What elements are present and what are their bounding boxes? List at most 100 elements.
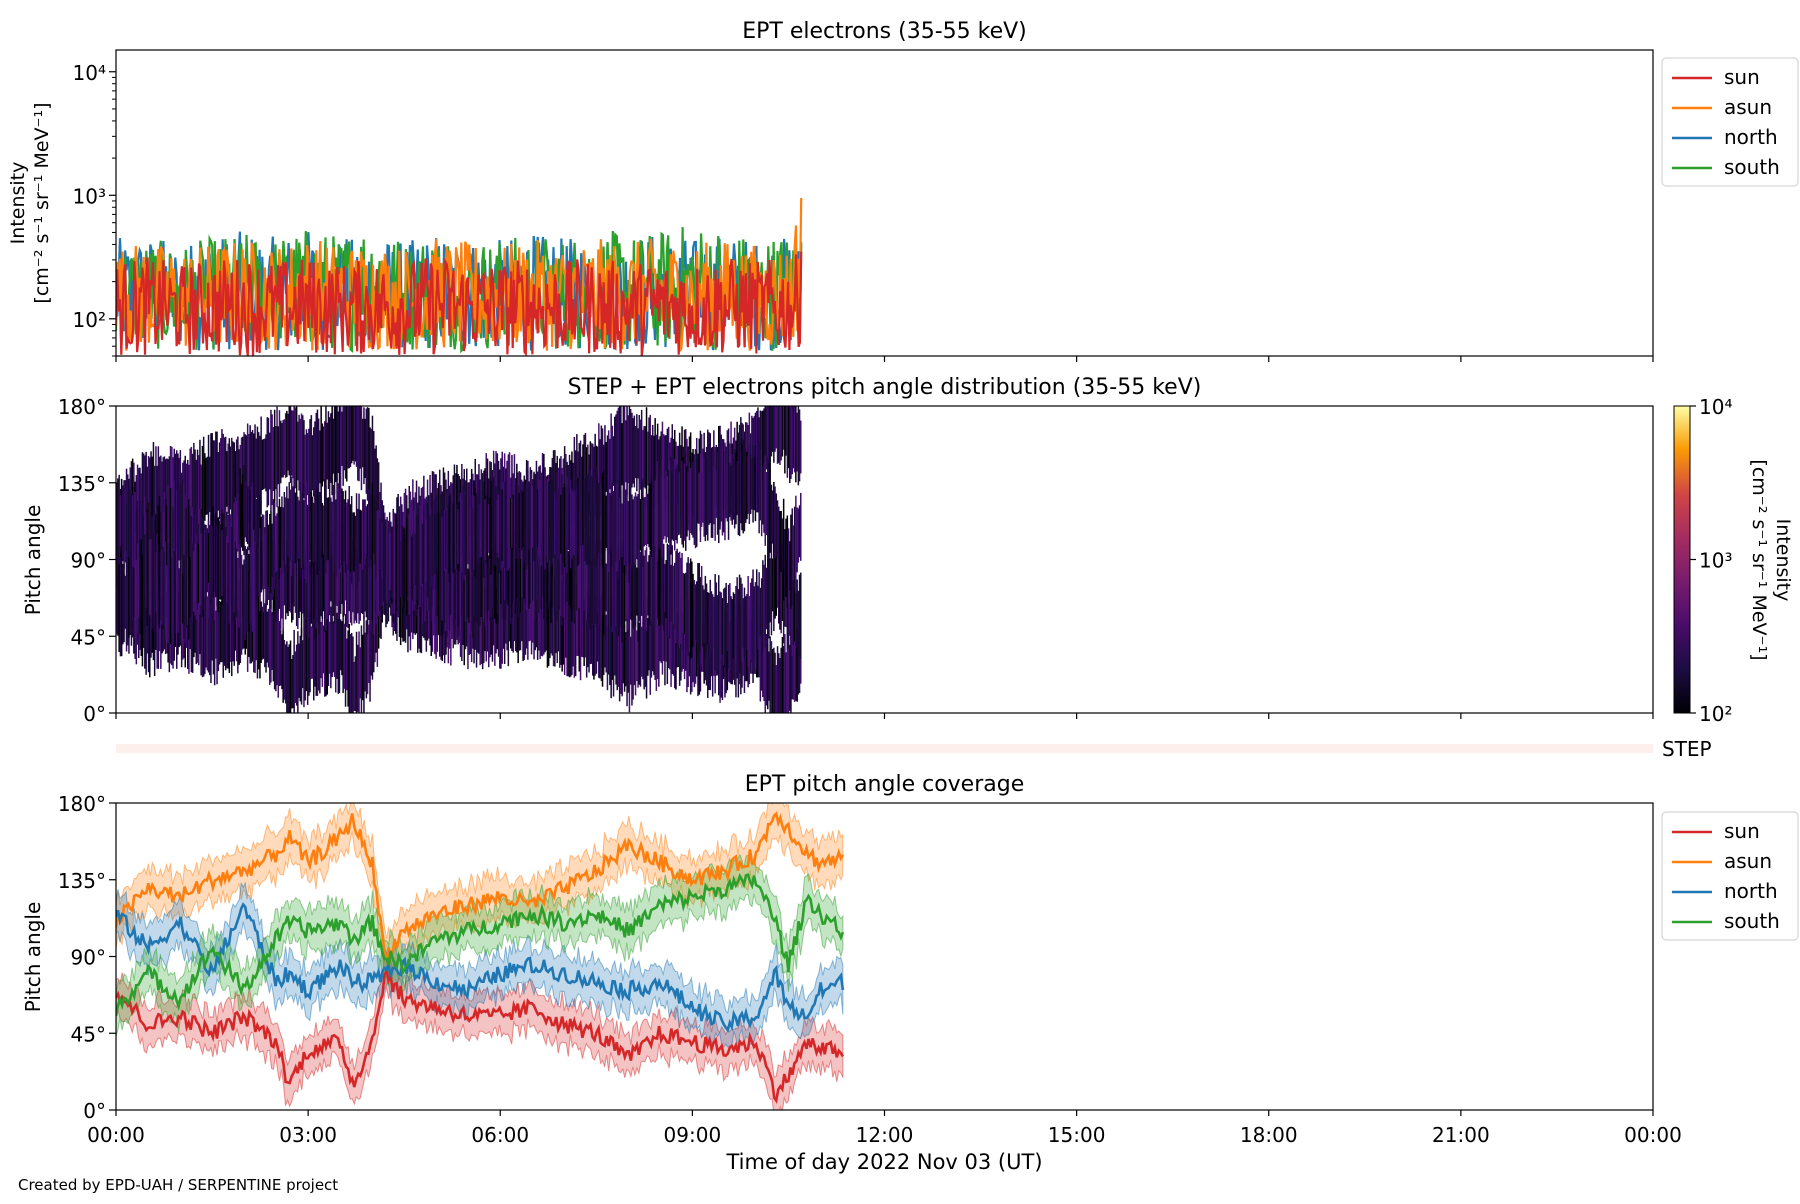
pad-cell: [288, 644, 290, 713]
pad-cell: [756, 569, 758, 670]
pad-cell: [645, 407, 648, 509]
pad-cell: [649, 483, 651, 551]
pad-cell: [314, 493, 316, 571]
pad-cell: [683, 573, 686, 634]
pad-cell: [593, 591, 595, 680]
pad-cell: [317, 418, 320, 498]
pad-cell: [339, 406, 342, 479]
pad-cell: [781, 564, 784, 621]
pad-cell: [543, 495, 545, 544]
pad-cell: [584, 478, 587, 562]
pad-cell: [355, 406, 358, 467]
pad-cell: [364, 632, 366, 692]
pad-cell: [217, 595, 220, 672]
pad-cell: [582, 444, 584, 520]
pad-cell: [566, 580, 568, 677]
pad-cell: [280, 629, 282, 686]
pad-cell: [535, 484, 538, 552]
pad-cell: [358, 493, 360, 582]
pad-cell: [352, 555, 354, 613]
pad-cell: [237, 436, 239, 516]
pad-cell: [348, 486, 350, 587]
pad-cell: [600, 598, 603, 682]
pad-cell: [369, 542, 371, 628]
pad-cell: [149, 539, 151, 616]
pad-cell: [699, 577, 702, 652]
pad-cell: [325, 529, 327, 631]
pad-cell: [150, 596, 152, 658]
pad-cell: [603, 469, 605, 572]
pad-cell: [702, 622, 704, 672]
pad-cell: [191, 578, 194, 673]
pad-cell: [215, 610, 217, 659]
pad-cell: [371, 415, 374, 514]
pad-cell: [160, 455, 162, 534]
pad-cell: [200, 464, 202, 514]
pad-cell: [379, 550, 381, 611]
pad-cell: [747, 576, 749, 668]
pad-cell: [360, 510, 363, 561]
pad-cell: [499, 478, 501, 574]
pad-cell: [623, 497, 626, 566]
pad-cell: [229, 591, 232, 662]
pad-cell: [579, 440, 582, 526]
pad-cell: [603, 444, 605, 493]
pad-cell: [205, 525, 207, 599]
pad-cell: [350, 632, 353, 713]
pad-cell: [733, 594, 736, 657]
pad-cell: [357, 406, 359, 481]
pad-cell: [343, 499, 346, 561]
pad-cell: [555, 462, 557, 530]
pad-cell: [250, 432, 253, 510]
pad-cell: [789, 541, 791, 591]
pad-cell: [303, 616, 305, 708]
pad-cell: [434, 544, 436, 624]
pad-cell: [696, 450, 698, 547]
pad-cell: [784, 571, 786, 627]
pad-colorbar: [1673, 405, 1691, 714]
pad-cell: [359, 549, 361, 621]
pad-cell: [681, 553, 683, 651]
pad-cell: [136, 500, 139, 578]
coverage-band-north: [116, 881, 844, 1050]
pad-cell: [267, 608, 270, 668]
pad-cell: [319, 545, 321, 625]
pad-cell: [752, 569, 754, 672]
pad-cell: [353, 661, 355, 711]
pad-cell: [368, 624, 370, 683]
pad-cell: [293, 629, 295, 713]
pad-cell: [606, 598, 609, 691]
pad-cell: [190, 535, 193, 635]
pad-cell: [724, 587, 726, 668]
pad-cell: [450, 562, 452, 616]
pad-cell: [193, 595, 195, 658]
pad-cell: [278, 557, 281, 609]
pad-cell: [524, 484, 527, 554]
pad-cell: [396, 517, 398, 611]
pad-cell: [513, 480, 516, 564]
pad-cell: [776, 551, 779, 608]
pad-cell: [552, 486, 555, 558]
pad-cell: [302, 562, 304, 614]
pad-cell: [315, 503, 317, 561]
pad-cell: [742, 439, 744, 534]
pad-cell: [269, 593, 271, 685]
pad-cell: [565, 544, 567, 610]
pad-cell: [339, 619, 342, 671]
pad-cell: [368, 408, 370, 506]
pad-heatmap-cells: [116, 406, 802, 713]
pad-cell: [140, 539, 142, 630]
pad-cell: [583, 479, 585, 561]
pad-cell: [353, 546, 355, 624]
pad-cell: [177, 567, 179, 633]
pad-cell: [304, 434, 306, 487]
pad-cell: [306, 548, 309, 637]
pad-cell: [667, 544, 670, 638]
pad-cell: [514, 484, 517, 559]
pad-cell: [500, 569, 502, 669]
pad-cell: [146, 466, 149, 519]
pad-cell: [456, 504, 458, 570]
pad-cell: [590, 475, 593, 561]
pad-cell: [223, 437, 226, 522]
pad-cell: [289, 542, 292, 613]
